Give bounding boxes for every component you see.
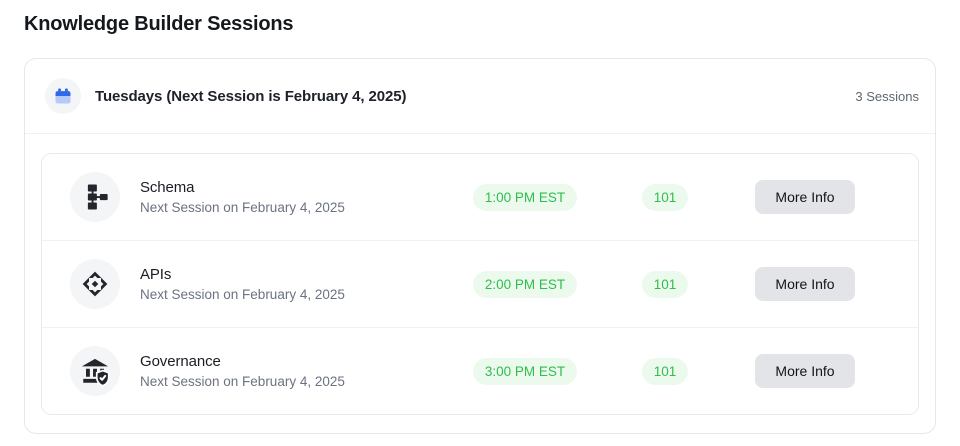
session-time-badge: 2:00 PM EST (472, 270, 578, 298)
more-info-button[interactable]: More Info (755, 180, 855, 214)
session-room-badge: 101 (641, 183, 689, 211)
session-action-cell: More Info (720, 354, 890, 388)
session-name: Schema (140, 179, 195, 196)
session-room-badge: 101 (641, 270, 689, 298)
group-title: Tuesdays (Next Session is February 4, 20… (95, 87, 407, 105)
session-name: APIs (140, 266, 172, 283)
session-room-cell: 101 (610, 270, 720, 298)
session-info: Governance Next Session on February 4, 2… (70, 346, 440, 396)
more-info-button[interactable]: More Info (755, 267, 855, 301)
session-name: Governance (140, 353, 221, 370)
calendar-icon (45, 78, 81, 114)
session-subtitle: Next Session on February 4, 2025 (140, 374, 345, 389)
apis-icon (70, 259, 120, 309)
session-info: APIs Next Session on February 4, 2025 (70, 259, 440, 309)
session-count: 3 Sessions (855, 88, 919, 104)
session-text: Governance Next Session on February 4, 2… (140, 353, 345, 389)
schema-icon (70, 172, 120, 222)
session-text: APIs Next Session on February 4, 2025 (140, 266, 345, 302)
more-info-button[interactable]: More Info (755, 354, 855, 388)
session-room-badge: 101 (641, 357, 689, 385)
session-time-badge: 3:00 PM EST (472, 357, 578, 385)
session-action-cell: More Info (720, 180, 890, 214)
governance-icon (70, 346, 120, 396)
session-info: Schema Next Session on February 4, 2025 (70, 172, 440, 222)
session-subtitle: Next Session on February 4, 2025 (140, 200, 345, 215)
session-room-cell: 101 (610, 357, 720, 385)
session-row-schema: Schema Next Session on February 4, 2025 … (42, 154, 918, 240)
sessions-card: Tuesdays (Next Session is February 4, 20… (24, 58, 936, 434)
group-header: Tuesdays (Next Session is February 4, 20… (25, 59, 935, 134)
page-title: Knowledge Builder Sessions (24, 13, 294, 35)
session-row-governance: Governance Next Session on February 4, 2… (42, 327, 918, 414)
session-action-cell: More Info (720, 267, 890, 301)
session-list-container: Schema Next Session on February 4, 2025 … (25, 134, 935, 433)
session-list: Schema Next Session on February 4, 2025 … (41, 153, 919, 415)
session-subtitle: Next Session on February 4, 2025 (140, 287, 345, 302)
session-time-badge: 1:00 PM EST (472, 183, 578, 211)
session-room-cell: 101 (610, 183, 720, 211)
session-time-cell: 1:00 PM EST (440, 183, 610, 211)
session-row-apis: APIs Next Session on February 4, 2025 2:… (42, 240, 918, 327)
session-time-cell: 2:00 PM EST (440, 270, 610, 298)
session-time-cell: 3:00 PM EST (440, 357, 610, 385)
session-text: Schema Next Session on February 4, 2025 (140, 179, 345, 215)
